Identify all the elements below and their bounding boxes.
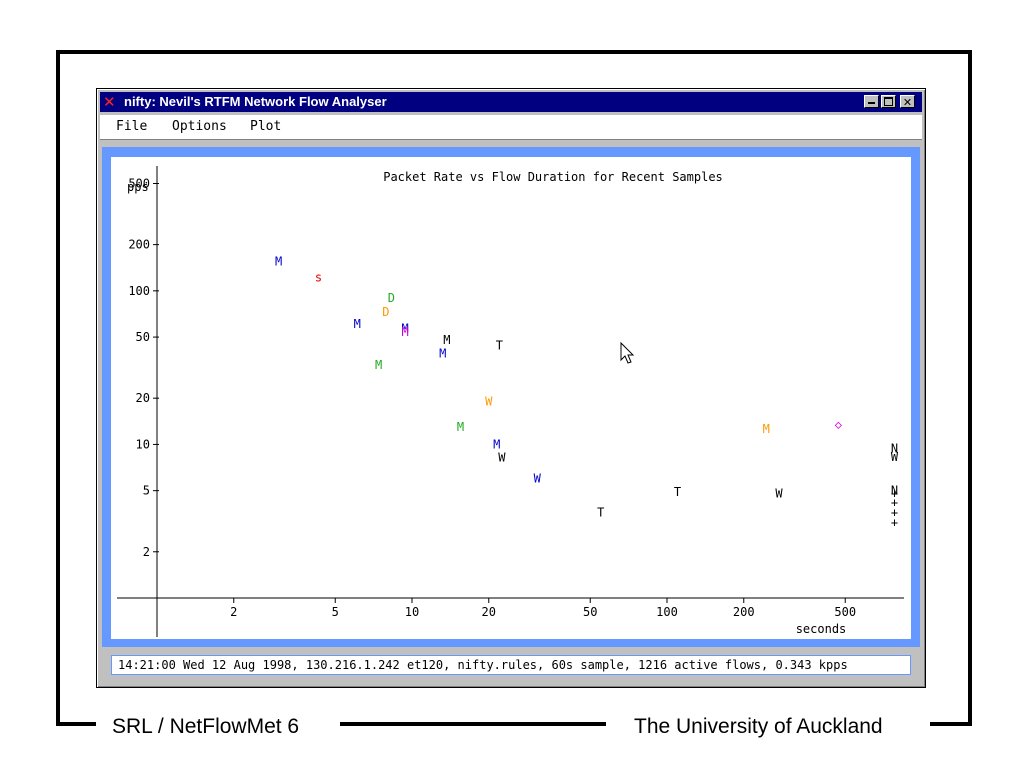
menu-options[interactable]: Options [172,119,227,134]
minimize-icon [868,102,875,104]
data-point[interactable]: M [402,321,409,335]
x-tick-label: 2 [230,605,237,619]
data-point[interactable]: T [674,485,681,499]
data-point[interactable]: M [493,437,500,451]
mouse-pointer-icon [620,341,635,364]
title-bar[interactable]: ✕ nifty: Nevil's RTFM Network Flow Analy… [100,92,922,112]
frame-bottom-right [930,722,972,726]
footer-right-text: The University of Auckland [634,715,883,738]
data-point[interactable]: + [891,486,898,500]
chart-title: Packet Rate vs Flow Duration for Recent … [383,170,723,184]
frame-top [56,50,972,54]
y-tick-label: 500 [128,176,150,190]
frame-left [56,50,60,726]
frame-right [968,50,972,726]
window-title: nifty: Nevil's RTFM Network Flow Analyse… [124,94,387,109]
data-point[interactable]: M [375,358,382,372]
scatter-chart[interactable]: Packet Rate vs Flow Duration for Recent … [111,157,911,639]
data-point[interactable]: W [534,471,542,485]
app-window: ✕ nifty: Nevil's RTFM Network Flow Analy… [96,88,926,688]
data-point[interactable]: M [439,347,446,361]
close-icon: ✕ [902,96,913,109]
data-point[interactable]: + [891,506,898,520]
data-point[interactable]: M [457,420,464,434]
x-tick-label: 50 [583,605,597,619]
data-point[interactable]: N [891,442,898,456]
data-point[interactable]: W [498,451,506,465]
frame-bottom-mid [340,722,606,726]
x-tick-label: 5 [332,605,339,619]
data-point[interactable]: T [496,339,503,353]
y-axis-label: pps [127,180,149,194]
data-point[interactable]: + [891,516,898,530]
x-tick-label: 20 [482,605,496,619]
data-point[interactable]: s [315,271,322,285]
data-point[interactable]: N [891,484,898,498]
maximize-button[interactable] [881,95,896,108]
data-point[interactable]: M [763,422,770,436]
data-point[interactable]: W [891,450,899,464]
x-icon[interactable]: ✕ [103,93,116,111]
minimize-button[interactable] [864,95,879,108]
x-tick-label: 100 [656,605,678,619]
maximize-icon [884,97,893,106]
data-point[interactable]: M [354,317,361,331]
plot-area[interactable]: Packet Rate vs Flow Duration for Recent … [111,157,911,639]
data-point[interactable]: ◇ [835,417,843,431]
data-point[interactable]: W [485,395,493,409]
status-text: 14:21:00 Wed 12 Aug 1998, 130.216.1.242 … [118,658,848,672]
data-point[interactable]: W [775,486,783,500]
data-point[interactable]: D [382,305,389,319]
frame-bottom-left [56,722,96,726]
x-tick-label: 200 [733,605,755,619]
x-tick-label: 10 [405,605,419,619]
y-tick-label: 5 [143,484,150,498]
data-point[interactable]: D [388,291,395,305]
data-point[interactable]: M [443,333,450,347]
y-tick-label: 10 [136,437,150,451]
x-tick-label: 500 [834,605,856,619]
status-bar: 14:21:00 Wed 12 Aug 1998, 130.216.1.242 … [111,655,911,675]
close-button[interactable]: ✕ [900,95,915,109]
data-point[interactable]: + [891,495,898,509]
menu-plot[interactable]: Plot [250,119,282,134]
data-point[interactable]: M [275,255,282,269]
y-tick-label: 200 [128,238,150,252]
x-axis-label: seconds [796,622,847,636]
y-tick-label: 100 [128,284,150,298]
data-point[interactable]: M [402,325,409,339]
menu-file[interactable]: File [116,119,148,134]
data-point[interactable]: T [597,506,604,520]
footer-left-text: SRL / NetFlowMet 6 [112,715,300,738]
y-tick-label: 50 [136,330,150,344]
menu-bar: File Options Plot [100,115,922,140]
y-tick-label: 20 [136,391,150,405]
y-tick-label: 2 [143,545,150,559]
